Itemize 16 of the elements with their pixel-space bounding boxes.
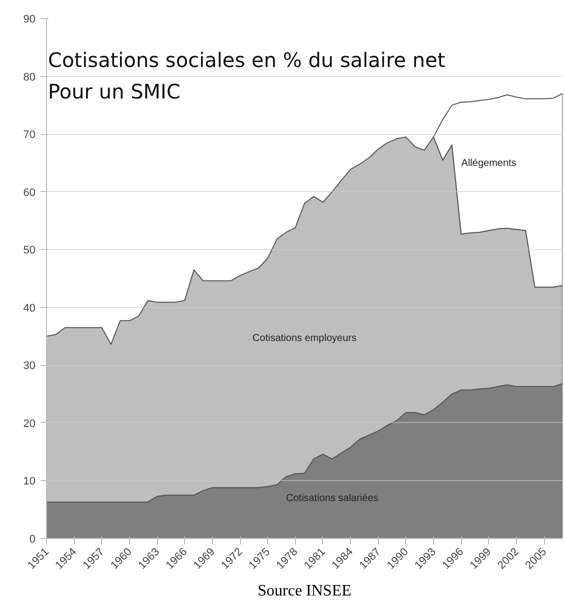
text: Pour un SMIC: [48, 79, 180, 104]
series-label: Allégements: [461, 158, 516, 170]
y-tick-label: 0: [29, 534, 36, 546]
y-tick-label: 70: [23, 129, 36, 142]
source-note: Source INSEE: [258, 582, 352, 600]
text: Cotisations sociales en % du salaire net: [48, 48, 446, 72]
y-tick-label: 30: [23, 360, 36, 372]
y-tick-label: 80: [23, 71, 36, 84]
y-tick-label: 10: [23, 476, 36, 488]
y-tick-label: 20: [23, 418, 36, 430]
series-label: Cotisations employeurs: [252, 332, 356, 344]
series-label: Cotisations salariées: [286, 493, 378, 504]
y-tick-label: 40: [23, 302, 36, 314]
y-tick-label: 90: [23, 14, 36, 26]
y-tick-label: 50: [23, 244, 36, 257]
y-tick-label: 60: [23, 186, 36, 199]
